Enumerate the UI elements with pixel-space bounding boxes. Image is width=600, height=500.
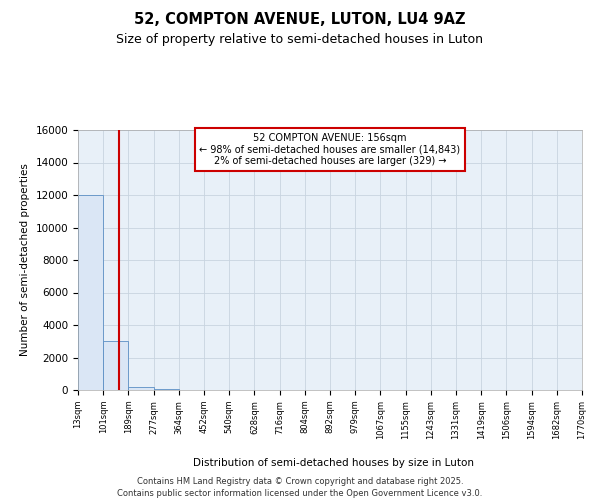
Y-axis label: Number of semi-detached properties: Number of semi-detached properties — [20, 164, 30, 356]
Text: 52 COMPTON AVENUE: 156sqm
← 98% of semi-detached houses are smaller (14,843)
2% : 52 COMPTON AVENUE: 156sqm ← 98% of semi-… — [199, 132, 461, 166]
Bar — [78, 195, 103, 390]
Text: 52, COMPTON AVENUE, LUTON, LU4 9AZ: 52, COMPTON AVENUE, LUTON, LU4 9AZ — [134, 12, 466, 28]
Bar — [103, 341, 128, 390]
Text: Size of property relative to semi-detached houses in Luton: Size of property relative to semi-detach… — [116, 32, 484, 46]
Bar — [154, 389, 179, 390]
Bar — [128, 387, 154, 390]
Text: Contains HM Land Registry data © Crown copyright and database right 2025.
Contai: Contains HM Land Registry data © Crown c… — [118, 476, 482, 498]
Text: Distribution of semi-detached houses by size in Luton: Distribution of semi-detached houses by … — [193, 458, 473, 468]
